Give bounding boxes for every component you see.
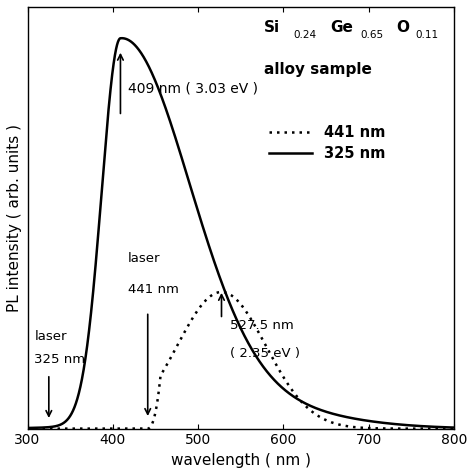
Text: laser: laser (34, 330, 67, 343)
Text: 409 nm ( 3.03 eV ): 409 nm ( 3.03 eV ) (128, 82, 258, 96)
Text: 325 nm: 325 nm (34, 353, 85, 366)
Text: O: O (396, 19, 410, 35)
Text: 0.65: 0.65 (360, 30, 383, 40)
Text: ( 2.35 eV ): ( 2.35 eV ) (229, 347, 300, 360)
Text: 0.11: 0.11 (416, 30, 438, 40)
Text: 441 nm: 441 nm (128, 283, 179, 296)
Text: Ge: Ge (330, 19, 353, 35)
Text: laser: laser (128, 252, 161, 265)
Text: alloy sample: alloy sample (264, 62, 372, 77)
Legend: 441 nm, 325 nm: 441 nm, 325 nm (263, 120, 392, 167)
Y-axis label: PL intensity ( arb. units ): PL intensity ( arb. units ) (7, 124, 22, 312)
Text: 0.24: 0.24 (293, 30, 316, 40)
X-axis label: wavelength ( nm ): wavelength ( nm ) (171, 453, 310, 468)
Text: 527.5 nm: 527.5 nm (229, 319, 293, 332)
Text: Si: Si (264, 19, 280, 35)
